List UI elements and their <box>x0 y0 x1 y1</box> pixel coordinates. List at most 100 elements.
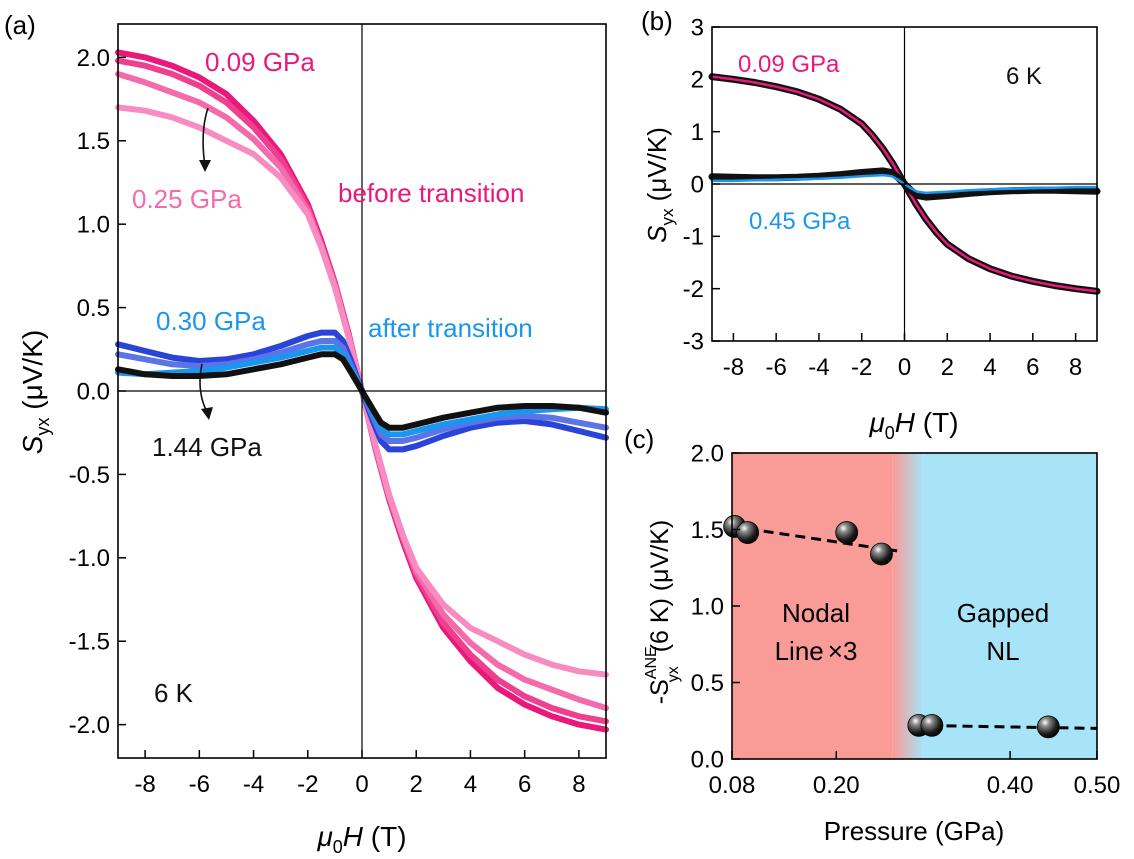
x-tick-label: 2 <box>941 354 954 381</box>
y-tick-label: 0.0 <box>691 746 724 773</box>
region-label-line: Line <box>775 636 824 666</box>
label-b-temperature: 6 K <box>1006 63 1042 90</box>
x-tick-label: 0.20 <box>813 772 860 799</box>
panel-a-y-label: Syx (μV/K) <box>17 330 53 454</box>
region-0 <box>732 453 893 759</box>
fit-line-1 <box>914 723 1098 730</box>
panel-b-annotations: 0.09 GPa 6 K 0.45 GPa <box>738 51 1042 235</box>
y-tick-label: 0.5 <box>77 295 110 322</box>
x-tick-label: -6 <box>765 354 786 381</box>
y-tick-label: 2.0 <box>77 45 110 72</box>
panel-c-regions <box>732 453 1097 759</box>
label-before-transition: before transition <box>338 178 524 208</box>
x-tick-label: -4 <box>243 771 264 798</box>
x-tick-label: 0 <box>898 354 911 381</box>
x-tick-label: 0.08 <box>709 772 756 799</box>
panel-b-label: (b) <box>641 6 673 36</box>
y-tick-label: -0.5 <box>69 462 110 489</box>
arrow-down-pressure-before <box>202 107 209 167</box>
y-tick-label: 3 <box>691 14 704 41</box>
panel-b-y-label: Syx (μV/K) <box>642 127 677 243</box>
region-label-gapped: Gapped <box>957 598 1050 628</box>
xlabel-unit: (T) <box>363 821 407 852</box>
region-label-mult: × <box>828 636 843 666</box>
y-tick-label: 0 <box>691 171 704 198</box>
xlabel-h: H <box>343 821 364 852</box>
panel-a-x-label: μ0H (T) <box>316 821 406 857</box>
c-ylabel-sup: ANE <box>643 646 660 679</box>
y-tick-label: 1 <box>691 119 704 146</box>
panel-c-y-label: -SANE yx (6 K) (μV/K) <box>643 520 682 704</box>
label-0.25-gpa: 0.25 GPa <box>132 184 242 214</box>
label-b-0.45-gpa: 0.45 GPa <box>749 208 851 235</box>
x-tick-label: 8 <box>572 771 585 798</box>
y-tick-label: -1 <box>683 224 704 251</box>
ylabel-sub: yx <box>33 418 53 436</box>
x-tick-label: -2 <box>297 771 318 798</box>
y-tick-label: 1.5 <box>77 128 110 155</box>
label-0.09-gpa: 0.09 GPa <box>205 47 315 77</box>
panel-a-annotations: 0.09 GPa 0.25 GPa before transition 0.30… <box>132 47 533 708</box>
xlabel-mu: μ <box>316 821 332 852</box>
x-tick-label: 6 <box>518 771 531 798</box>
y-tick-label: 0.5 <box>691 670 724 697</box>
panel-b: (b) -8 -6 -4 -2 0 2 4 6 8 3 2 1 0 -1 -2 -3 0.09 GPa 6 K… <box>641 6 1101 443</box>
panel-a: (a) -8 -6 -4 -2 0 2 4 6 8 2.0 1.5 1.0 0.5 0.0 -0.5 -1.0… <box>4 10 609 857</box>
y-tick-label: -2.0 <box>69 712 110 739</box>
x-tick-label: -2 <box>851 354 872 381</box>
ylabel-unit: (μV/K) <box>17 330 48 418</box>
arrowhead-after <box>201 407 213 420</box>
x-tick-label: 2 <box>410 771 423 798</box>
svg-text:Syx (μV/K): Syx (μV/K) <box>17 330 53 454</box>
x-tick-label: 0 <box>355 771 368 798</box>
fit-line-0 <box>731 524 898 553</box>
x-tick-label: -8 <box>723 354 744 381</box>
b-xlabel-h: H <box>895 407 916 438</box>
label-b-0.09-gpa: 0.09 GPa <box>738 51 840 78</box>
data-point-1 <box>736 521 760 544</box>
ylabel-s: S <box>17 435 48 454</box>
x-tick-label: 0.40 <box>987 772 1034 799</box>
region-2 <box>923 453 1097 759</box>
y-tick-label: 0.0 <box>77 378 110 405</box>
region-label-factor: 3 <box>843 636 857 666</box>
data-point-6 <box>1036 715 1060 739</box>
panel-c-axes: 0.08 0.20 0.40 0.50 2.0 1.5 1.0 0.5 0.0 <box>691 440 1121 799</box>
label-1.44-gpa: 1.44 GPa <box>152 432 262 462</box>
region-label-nodal: Nodal <box>782 598 850 628</box>
panel-c-fit-lines <box>731 524 1098 730</box>
label-0.30-gpa: 0.30 GPa <box>156 306 266 336</box>
svg-text:Syx (μV/K): Syx (μV/K) <box>642 127 677 243</box>
x-tick-label: -8 <box>134 771 155 798</box>
b-xlabel-mu: μ <box>868 407 884 438</box>
x-tick-label: -6 <box>189 771 210 798</box>
region-1 <box>892 453 924 759</box>
b-ylabel-s: S <box>642 225 672 243</box>
panel-c-x-label: Pressure (GPa) <box>824 816 1005 846</box>
x-tick-label: 0.50 <box>1074 772 1121 799</box>
x-tick-label: 4 <box>983 354 996 381</box>
arrowhead-before <box>199 160 211 172</box>
data-point-2 <box>835 521 859 544</box>
y-tick-label: 1.0 <box>691 593 724 620</box>
c-ylabel-s: -S <box>646 679 674 704</box>
y-tick-label: -1.5 <box>69 629 110 656</box>
data-point-3 <box>870 542 893 566</box>
panel-a-axes: -8 -6 -4 -2 0 2 4 6 8 2.0 1.5 1.0 0.5 0.0 -0.5 -1.0 -1.5… <box>69 23 607 798</box>
y-tick-label: 2.0 <box>691 440 724 467</box>
y-tick-label: 2 <box>691 67 704 94</box>
c-ylabel-unit: (6 K) (μV/K) <box>646 520 674 652</box>
c-ylabel-sub: yx <box>665 666 682 682</box>
y-tick-label: -3 <box>683 328 704 355</box>
panel-b-x-label: μ0H (T) <box>868 407 958 443</box>
region-label-nl: NL <box>986 636 1019 666</box>
b-ylabel-unit: (μV/K) <box>642 127 672 208</box>
x-tick-label: 6 <box>1026 354 1039 381</box>
x-tick-label: -4 <box>808 354 829 381</box>
panel-c-points <box>723 515 1060 739</box>
region-label-line-x3: Line ×3 <box>775 636 858 666</box>
b-ylabel-sub: yx <box>658 208 677 226</box>
panel-c-label: (c) <box>624 424 654 454</box>
